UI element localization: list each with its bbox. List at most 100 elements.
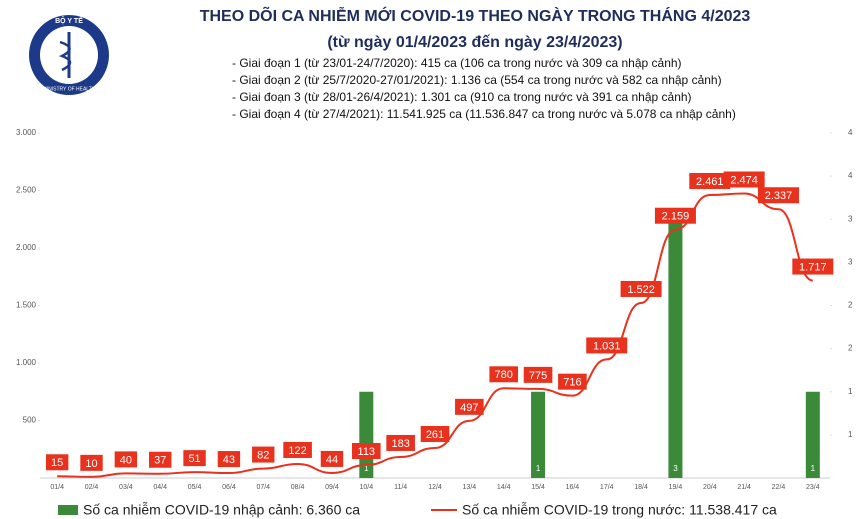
y2-tick-label: 4: [848, 128, 853, 137]
data-label: 15: [45, 454, 69, 471]
data-label: 40: [114, 451, 138, 468]
bar: [668, 219, 683, 478]
annotation: - Giai đoạn 1 (từ 23/01-24/7/2020): 415 …: [232, 56, 682, 70]
label-box: [45, 454, 69, 471]
label-box: [455, 398, 484, 415]
data-label: 43: [217, 451, 241, 468]
annotation: - Giai đoạn 3 (từ 28/01-26/4/2021): 1.30…: [232, 90, 692, 104]
data-label: 716: [558, 373, 587, 390]
x-tick-label: 14/4: [497, 484, 511, 491]
data-label: 1.522: [620, 280, 662, 297]
label-box: [723, 171, 765, 188]
logo-text: BỘ Y TẾ: [55, 15, 83, 25]
label-box: [757, 187, 799, 204]
label-text: 1.031: [593, 340, 621, 352]
x-tick-label: 10/4: [359, 484, 373, 491]
data-label: 37: [149, 451, 172, 468]
data-label: 10: [80, 454, 103, 471]
label-box: [252, 446, 275, 463]
label-text: 2.159: [662, 211, 690, 223]
chart-subtitle: (từ ngày 01/4/2023 đến ngày 23/4/2023): [327, 34, 622, 51]
x-tick-label: 06/4: [222, 484, 236, 491]
label-box: [283, 441, 312, 458]
label-text: 40: [120, 454, 132, 466]
label-box: [420, 425, 450, 442]
x-tick-label: 03/4: [119, 484, 133, 491]
label-box: [586, 337, 628, 354]
data-label: 2.337: [757, 187, 799, 204]
label-box: [558, 373, 587, 390]
x-tick-label: 11/4: [394, 484, 407, 491]
legend-label: Số ca nhiễm COVID-19 trong nước: 11.538.…: [462, 502, 777, 518]
y-tick-label: 1.000: [16, 358, 37, 367]
label-box: [489, 366, 518, 383]
bar-label: 1: [364, 464, 369, 473]
label-text: 1.522: [627, 284, 655, 296]
bar-label: 1: [536, 464, 541, 473]
data-label: 51: [183, 450, 206, 467]
y2-tick-label: 4: [848, 171, 853, 180]
x-tick-label: 20/4: [703, 484, 717, 491]
y2-tick-label: 2: [848, 301, 853, 310]
data-label: 113: [352, 443, 381, 460]
chart-title: THEO DÕI CA NHIỄM MỚI COVID-19 THEO NGÀY…: [200, 5, 751, 25]
y2-tick-label: 1: [848, 387, 853, 396]
y2-tick-label: 1: [848, 430, 853, 439]
data-label: 2.474: [723, 171, 765, 188]
label-text: 2.337: [765, 190, 793, 202]
logo: BỘ Y TẾ MINISTRY OF HEALTH: [29, 15, 109, 95]
label-box: [80, 454, 103, 471]
label-box: [149, 451, 172, 468]
label-text: 716: [563, 377, 581, 389]
x-tick-label: 08/4: [291, 484, 305, 491]
bar: [531, 391, 546, 478]
x-tick-label: 18/4: [634, 484, 648, 491]
data-label: 775: [523, 366, 553, 383]
bar-label: 3: [673, 464, 678, 473]
data-label: 261: [420, 425, 450, 442]
logo-text: MINISTRY OF HEALTH: [43, 86, 96, 92]
y2-tick-label: 2: [848, 344, 853, 353]
x-tick-label: 22/4: [772, 484, 786, 491]
y-tick-label: 1.500: [16, 301, 37, 310]
label-text: 51: [188, 453, 200, 465]
data-label: 1.717: [792, 258, 834, 275]
x-tick-label: 12/4: [428, 484, 442, 491]
x-tick-label: 21/4: [737, 484, 751, 491]
legend-swatch: [58, 505, 78, 515]
y-tick-label: 500: [23, 416, 37, 425]
data-label: 2.159: [654, 207, 696, 224]
annotation: - Giai đoạn 4 (từ 27/4/2021): 11.541.925…: [232, 107, 736, 121]
label-box: [320, 450, 344, 467]
x-tick-label: 04/4: [153, 484, 167, 491]
x-tick-label: 17/4: [600, 484, 614, 491]
label-text: 497: [460, 402, 478, 414]
x-tick-label: 19/4: [669, 484, 683, 491]
label-text: 122: [288, 445, 306, 457]
data-label: 780: [489, 366, 518, 383]
data-label: 82: [252, 446, 275, 463]
y-tick-label: 3.000: [16, 128, 37, 137]
label-box: [792, 258, 834, 275]
x-tick-label: 07/4: [256, 484, 270, 491]
legend-label: Số ca nhiễm COVID-19 nhập cảnh: 6.360 ca: [83, 502, 360, 518]
x-tick-label: 09/4: [325, 484, 339, 491]
label-text: 82: [257, 449, 269, 461]
data-label: 122: [283, 441, 312, 458]
label-box: [689, 172, 731, 189]
x-tick-label: 15/4: [531, 484, 545, 491]
label-box: [620, 280, 662, 297]
data-label: 183: [386, 434, 415, 451]
label-text: 37: [154, 455, 166, 467]
label-text: 10: [85, 458, 97, 470]
label-text: 15: [51, 457, 63, 469]
y2-tick-label: 3: [848, 214, 853, 223]
annotation: - Giai đoạn 2 (từ 25/7/2020-27/01/2021):…: [232, 73, 722, 87]
label-text: 44: [326, 454, 338, 466]
label-box: [352, 443, 381, 460]
data-label: 2.461: [689, 172, 731, 189]
x-tick-label: 13/4: [463, 484, 477, 491]
logo-snake: [58, 40, 72, 72]
data-label: 497: [455, 398, 484, 415]
